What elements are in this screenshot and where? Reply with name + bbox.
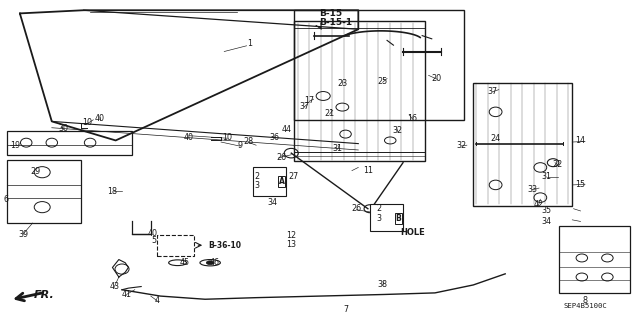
Text: 10: 10 xyxy=(223,133,232,142)
Text: 18: 18 xyxy=(108,187,118,196)
Text: A: A xyxy=(279,177,285,186)
Text: 14: 14 xyxy=(575,136,586,145)
Text: 36: 36 xyxy=(269,133,279,142)
Text: 2: 2 xyxy=(255,172,260,181)
Text: 24: 24 xyxy=(490,134,500,143)
FancyBboxPatch shape xyxy=(370,204,403,231)
Text: 45: 45 xyxy=(180,258,189,267)
Text: B-36-10: B-36-10 xyxy=(208,241,241,250)
Text: 23: 23 xyxy=(337,79,348,88)
Text: 12: 12 xyxy=(286,231,296,240)
Text: 32: 32 xyxy=(457,141,467,150)
FancyBboxPatch shape xyxy=(253,167,286,196)
Text: 20: 20 xyxy=(432,74,442,83)
Text: 34: 34 xyxy=(267,198,277,207)
Text: B-15-1: B-15-1 xyxy=(319,19,352,27)
Text: 31: 31 xyxy=(333,144,343,153)
Text: 42: 42 xyxy=(533,200,543,209)
Text: 7: 7 xyxy=(343,305,348,314)
Text: 43: 43 xyxy=(109,282,120,291)
Text: 10: 10 xyxy=(82,118,92,128)
Text: 19: 19 xyxy=(10,141,20,150)
Circle shape xyxy=(206,261,214,265)
Text: 41: 41 xyxy=(122,290,131,299)
Text: 17: 17 xyxy=(304,96,314,105)
Text: 34: 34 xyxy=(541,217,552,226)
Text: 22: 22 xyxy=(552,160,563,169)
Text: 27: 27 xyxy=(288,173,298,182)
Text: 28: 28 xyxy=(243,137,253,146)
Text: 35: 35 xyxy=(541,206,552,215)
Text: 40: 40 xyxy=(184,133,194,142)
Text: 16: 16 xyxy=(408,114,417,123)
Text: 46: 46 xyxy=(210,258,220,267)
Text: 3: 3 xyxy=(376,214,381,223)
Text: 37: 37 xyxy=(488,87,497,96)
Text: 30: 30 xyxy=(58,124,68,133)
Text: 5: 5 xyxy=(152,236,157,245)
Text: 29: 29 xyxy=(31,167,41,176)
Text: FR.: FR. xyxy=(34,290,54,300)
Bar xyxy=(294,10,464,120)
Text: 21: 21 xyxy=(324,109,335,118)
Text: B-15: B-15 xyxy=(319,9,342,18)
Text: 32: 32 xyxy=(393,126,403,135)
Text: 31: 31 xyxy=(541,173,552,182)
Text: 40: 40 xyxy=(148,229,157,238)
Text: 26: 26 xyxy=(351,204,362,213)
Text: HOLE: HOLE xyxy=(400,228,424,237)
Bar xyxy=(157,235,194,256)
Text: SEP4B5100C: SEP4B5100C xyxy=(563,303,607,309)
Text: 38: 38 xyxy=(378,280,388,289)
Text: B: B xyxy=(396,214,401,223)
Text: 8: 8 xyxy=(582,296,588,305)
Text: 2: 2 xyxy=(376,204,381,213)
Text: 44: 44 xyxy=(282,125,292,134)
Text: 25: 25 xyxy=(378,77,388,86)
Text: 37: 37 xyxy=(299,102,309,111)
Text: 6: 6 xyxy=(4,195,9,204)
Text: 13: 13 xyxy=(286,240,296,249)
Text: 11: 11 xyxy=(363,166,373,175)
Text: 39: 39 xyxy=(18,230,28,239)
Text: 3: 3 xyxy=(255,181,260,190)
Text: 15: 15 xyxy=(575,181,586,189)
Text: 9: 9 xyxy=(237,141,243,150)
Bar xyxy=(7,160,81,223)
Text: 1: 1 xyxy=(247,39,252,48)
Text: 33: 33 xyxy=(527,185,537,194)
Bar xyxy=(7,131,132,155)
Bar xyxy=(294,21,426,161)
Bar xyxy=(559,226,630,293)
Text: 26: 26 xyxy=(276,153,287,162)
Text: 40: 40 xyxy=(95,114,105,123)
Text: 4: 4 xyxy=(155,296,159,305)
Bar xyxy=(473,83,572,205)
